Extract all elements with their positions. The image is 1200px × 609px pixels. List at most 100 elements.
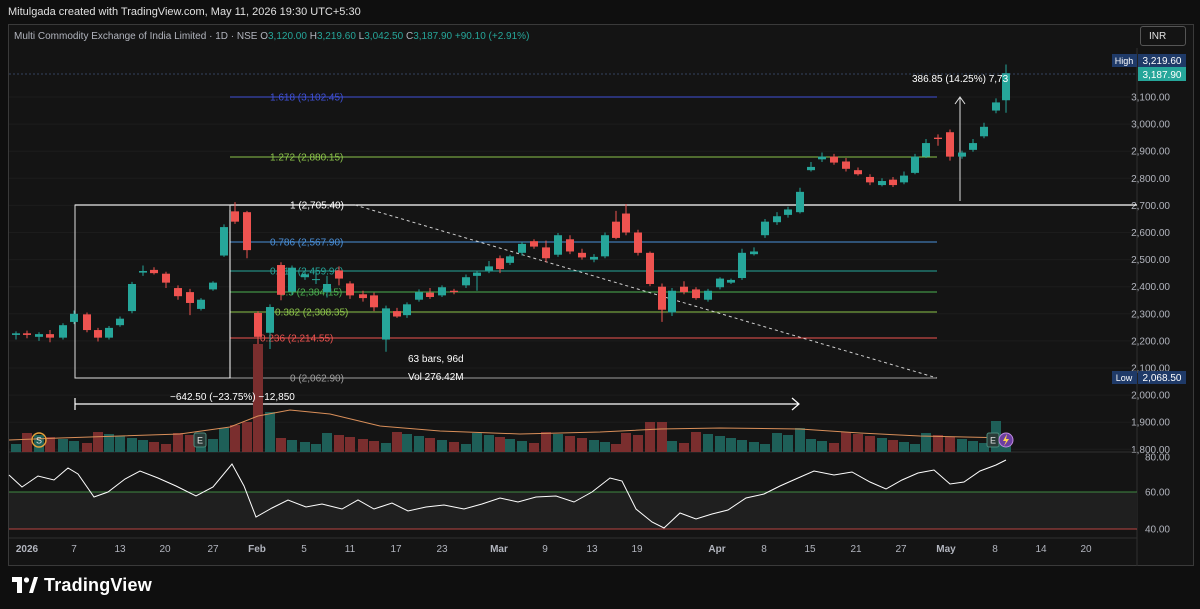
volume-bar-down [541, 432, 551, 452]
candle-down [622, 213, 630, 233]
volume-bar-down [173, 433, 183, 452]
fib-level-label: 0.786 (2,567.90) [270, 238, 343, 249]
price-tick-label: 2,000.00 [1131, 391, 1170, 402]
volume-bar-up [517, 441, 527, 452]
candle-down [162, 273, 170, 283]
candle-up [70, 313, 78, 322]
candle-up [992, 102, 1000, 111]
low-tag-label: Low [1116, 373, 1133, 383]
volume-bar-up [979, 443, 989, 452]
volume-bar-up [505, 439, 515, 452]
candle-up [485, 266, 493, 271]
fib-level-label: 0.5 (2,384.15) [280, 288, 342, 299]
attribution-bar: Mitulgada created with TradingView.com, … [0, 0, 1200, 24]
high-value-label: 3,219.60 [1143, 56, 1182, 67]
currency-button[interactable]: INR [1140, 26, 1186, 46]
volume-bar-down [565, 436, 575, 452]
volume-bar-down [425, 438, 435, 452]
volume-bar-up [795, 428, 805, 452]
time-tick-label: 11 [345, 544, 356, 555]
symbol-legend[interactable]: Multi Commodity Exchange of India Limite… [14, 31, 529, 42]
candle-up [784, 209, 792, 215]
symbol-title[interactable]: Multi Commodity Exchange of India Limite… [14, 31, 258, 42]
time-tick-label: 13 [586, 544, 598, 555]
volume-bar-down [242, 422, 252, 452]
candle-down [393, 311, 401, 317]
volume-bar-up [817, 441, 827, 452]
volume-bar-down [392, 432, 402, 452]
volume-bar-up [11, 444, 21, 452]
candle-up [738, 252, 746, 279]
ohlc-close: 3,187.90 [413, 31, 453, 42]
candle-up [323, 283, 331, 293]
candle-up [878, 181, 886, 186]
time-tick-label: 21 [850, 544, 862, 555]
candle-up [668, 290, 676, 313]
volume-bar-down [633, 435, 643, 452]
volume-bar-up [667, 441, 677, 452]
candle-down [254, 312, 262, 337]
price-tick-label: 2,200.00 [1131, 336, 1170, 347]
price-tick-label: 3,000.00 [1131, 120, 1170, 131]
volume-bar-down [945, 437, 955, 452]
last-price-tag [1138, 67, 1186, 81]
candle-down [94, 330, 102, 338]
candle-up [266, 307, 274, 333]
candle-up [59, 325, 67, 338]
candle-up [415, 292, 423, 300]
fib-level-label: 0.618 (2,459.96) [270, 267, 343, 278]
volume-bar-up [760, 444, 770, 452]
candle-up [301, 274, 309, 278]
time-tick-label: 2026 [16, 544, 39, 555]
candle-up [969, 143, 977, 150]
ohlc-low: 3,042.50 [364, 31, 404, 42]
volume-bar-up [265, 412, 275, 452]
volume-bar-down [853, 434, 863, 452]
candle-down [150, 269, 158, 274]
candle-up [382, 308, 390, 340]
volume-bar-up [783, 435, 793, 452]
volume-bar-up [806, 439, 816, 452]
volume-bar-down [529, 443, 539, 452]
price-tick-label: 1,900.00 [1131, 418, 1170, 429]
time-tick-label: Feb [248, 544, 266, 555]
candle-up [796, 191, 804, 213]
low-value-tag [1138, 371, 1186, 384]
candle-down [335, 270, 343, 279]
volume-bar-up [287, 440, 297, 452]
fib-level-label: 0.236 (2,214.55) [260, 334, 333, 345]
volume-bar-down [933, 435, 943, 452]
trend-line [354, 204, 938, 379]
time-tick-label: 8 [761, 544, 767, 555]
volume-bar-down [345, 437, 355, 452]
price-tick-label: 2,600.00 [1131, 228, 1170, 239]
candle-down [370, 295, 378, 308]
tradingview-logo[interactable]: TradingView [12, 574, 152, 596]
volume-bar-down [230, 425, 240, 452]
rsi-tick-label: 80.00 [1145, 453, 1170, 464]
volume-bar-up [381, 443, 391, 452]
candle-up [554, 235, 562, 255]
volume-bar-up [461, 444, 471, 452]
chart-frame[interactable] [8, 24, 1194, 566]
volume-bar-up [968, 441, 978, 452]
volume-bar-up [600, 442, 610, 452]
range-change-label: −642.50 (−23.75%) −12,850 [170, 392, 295, 403]
time-tick-label: 27 [895, 544, 907, 555]
volume-bar-up [104, 434, 114, 452]
volume-bar-up [34, 435, 44, 452]
time-tick-label: 13 [114, 544, 126, 555]
volume-bar-up [402, 434, 412, 452]
rsi-tick-label: 60.00 [1145, 488, 1170, 499]
candle-down [277, 265, 285, 295]
candle-up [105, 327, 113, 338]
volume-bar-up [69, 441, 79, 452]
volume-bar-up [772, 433, 782, 452]
volume-bar-down [679, 443, 689, 452]
volume-bar-down [161, 444, 171, 452]
candle-up [312, 279, 320, 281]
lightning-icon [1003, 434, 1009, 446]
volume-bar-up [910, 444, 920, 452]
volume-bar-up [703, 434, 713, 452]
